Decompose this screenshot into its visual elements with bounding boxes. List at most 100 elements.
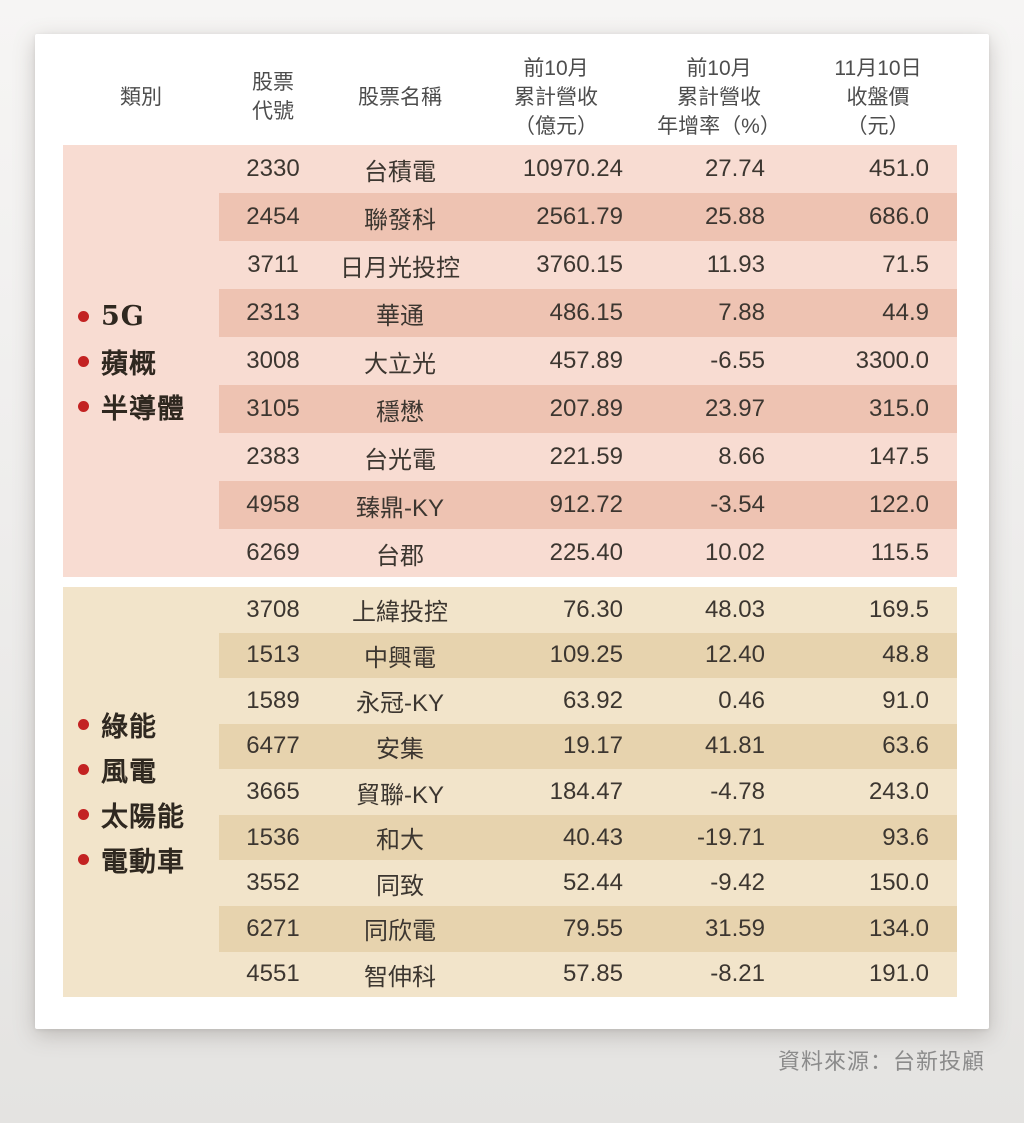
stock-name-value: 臻鼎-KY [355, 494, 444, 522]
revenue-value: 486.15 [549, 299, 623, 326]
close-price-value: 686.0 [868, 203, 929, 230]
stock-group-green-energy: 綠能 風電 太陽能 電動車 3708 上緯投控 76.30 48.03 169.… [63, 587, 957, 997]
close-price-value: 63.6 [882, 732, 929, 760]
growth-rate-value: 31.59 [704, 914, 765, 942]
stock-name-value: 安集 [376, 735, 424, 763]
revenue-value: 225.40 [549, 539, 623, 566]
stock-name-value: 日月光投控 [340, 254, 460, 282]
stock-code-value: 3711 [247, 251, 299, 278]
revenue-value: 221.59 [549, 443, 623, 470]
revenue-value: 207.89 [549, 395, 623, 422]
growth-rate-value: 11.93 [706, 251, 765, 278]
table-row: 3711 日月光投控 3760.15 11.93 71.5 [219, 241, 957, 289]
stock-name-value: 台光電 [364, 446, 436, 474]
stock-name-value: 上緯投控 [352, 599, 448, 627]
revenue-value: 109.25 [549, 641, 623, 669]
growth-rate-value: -19.71 [696, 823, 765, 851]
stock-name-value: 同欣電 [364, 918, 436, 946]
stock-code-value: 1513 [246, 641, 300, 669]
revenue-value: 57.85 [562, 960, 623, 988]
bullet-icon [78, 854, 89, 865]
growth-rate-value: 23.97 [704, 395, 765, 422]
column-header-close-price: 11月10日 收盤價 （元） [834, 56, 922, 138]
category-label: 5G [101, 300, 145, 332]
category-item: 太陽能 [78, 792, 219, 837]
column-header-stock-name: 股票名稱 [358, 85, 442, 109]
stock-name-value: 聯發科 [364, 206, 436, 234]
stock-name-value: 同致 [376, 872, 424, 900]
group-rows: 3708 上緯投控 76.30 48.03 169.5 1513 中興電 109… [219, 587, 957, 997]
column-header-growth-rate: 前10月 累計營收 年增率（%） [657, 56, 781, 138]
table-row: 3552 同致 52.44 -9.42 150.0 [219, 860, 957, 906]
close-price-value: 3300.0 [855, 347, 929, 374]
stock-table-card: 類別 股票 代號 股票名稱 前10月 累計營收 （億元） 前10月 累計營收 年… [35, 34, 989, 1029]
stock-code-value: 1589 [246, 686, 300, 714]
close-price-value: 44.9 [882, 299, 929, 326]
stock-name-value: 中興電 [364, 644, 436, 672]
stock-code-value: 2454 [246, 203, 300, 230]
stock-name-value: 智伸科 [364, 963, 436, 991]
growth-rate-value: 27.74 [704, 155, 765, 182]
table-row: 1536 和大 40.43 -19.71 93.6 [219, 814, 957, 861]
table-row: 6271 同欣電 79.55 31.59 134.0 [219, 905, 957, 952]
column-header-revenue: 前10月 累計營收 （億元） [514, 56, 598, 138]
growth-rate-value: 8.66 [718, 443, 765, 470]
table-row: 6477 安集 19.17 41.81 63.6 [219, 723, 957, 770]
table-header-row: 類別 股票 代號 股票名稱 前10月 累計營收 （億元） 前10月 累計營收 年… [63, 50, 957, 144]
close-price-value: 451.0 [868, 155, 929, 182]
close-price-value: 71.5 [882, 251, 929, 278]
close-price-value: 93.6 [882, 823, 929, 851]
revenue-value: 912.72 [549, 491, 623, 518]
close-price-value: 315.0 [868, 395, 929, 422]
bullet-icon [78, 310, 89, 322]
table-row: 2313 華通 486.15 7.88 44.9 [219, 289, 957, 337]
close-price-value: 134.0 [868, 914, 929, 942]
stock-name-value: 穩懋 [376, 398, 424, 426]
bullet-icon [78, 809, 89, 820]
revenue-value: 457.89 [549, 347, 623, 374]
growth-rate-value: 41.81 [704, 732, 765, 760]
stock-code-value: 4551 [246, 960, 300, 988]
close-price-value: 122.0 [868, 491, 929, 518]
category-label: 太陽能 [101, 802, 185, 833]
revenue-value: 63.92 [562, 686, 623, 714]
close-price-value: 169.5 [868, 595, 929, 623]
revenue-value: 40.43 [562, 823, 623, 851]
growth-rate-value: 12.40 [704, 641, 765, 669]
close-price-value: 91.0 [882, 686, 929, 714]
table-row: 6269 台郡 225.40 10.02 115.5 [219, 529, 957, 577]
column-header-category: 類別 [120, 85, 162, 109]
column-header-stock-code: 股票 代號 [252, 71, 294, 123]
stock-code-value: 3708 [246, 595, 300, 623]
table-row: 3708 上緯投控 76.30 48.03 169.5 [219, 587, 957, 633]
data-source-label: 資料來源：台新投顧 [777, 1049, 985, 1074]
revenue-value: 184.47 [549, 778, 623, 806]
growth-rate-value: 10.02 [704, 539, 765, 566]
stock-name-value: 貿聯-KY [355, 781, 444, 809]
stock-name-value: 台積電 [364, 158, 436, 186]
bullet-icon [78, 400, 89, 412]
stock-name-value: 大立光 [364, 350, 436, 378]
group-rows: 2330 台積電 10970.24 27.74 451.0 2454 聯發科 2… [219, 145, 957, 577]
growth-rate-value: -4.78 [710, 778, 765, 806]
close-price-value: 243.0 [868, 778, 929, 806]
category-item: 蘋概 [78, 339, 219, 384]
category-item: 風電 [78, 747, 219, 792]
stock-name-value: 台郡 [376, 542, 424, 570]
table-row: 3105 穩懋 207.89 23.97 315.0 [219, 385, 957, 433]
revenue-value: 19.17 [562, 732, 623, 760]
category-cell: 5G 蘋概 半導體 [63, 145, 219, 577]
growth-rate-value: 25.88 [704, 203, 765, 230]
close-price-value: 48.8 [882, 641, 929, 669]
growth-rate-value: -6.55 [710, 347, 765, 374]
table-row: 1513 中興電 109.25 12.40 48.8 [219, 632, 957, 679]
revenue-value: 2561.79 [536, 203, 623, 230]
revenue-value: 79.55 [562, 914, 623, 942]
category-label: 綠能 [101, 712, 157, 743]
revenue-value: 52.44 [562, 869, 623, 897]
stock-code-value: 4958 [246, 491, 300, 518]
growth-rate-value: 0.46 [718, 686, 765, 714]
category-label: 風電 [101, 757, 157, 788]
category-item: 半導體 [78, 384, 219, 429]
stock-name-value: 華通 [376, 302, 424, 330]
